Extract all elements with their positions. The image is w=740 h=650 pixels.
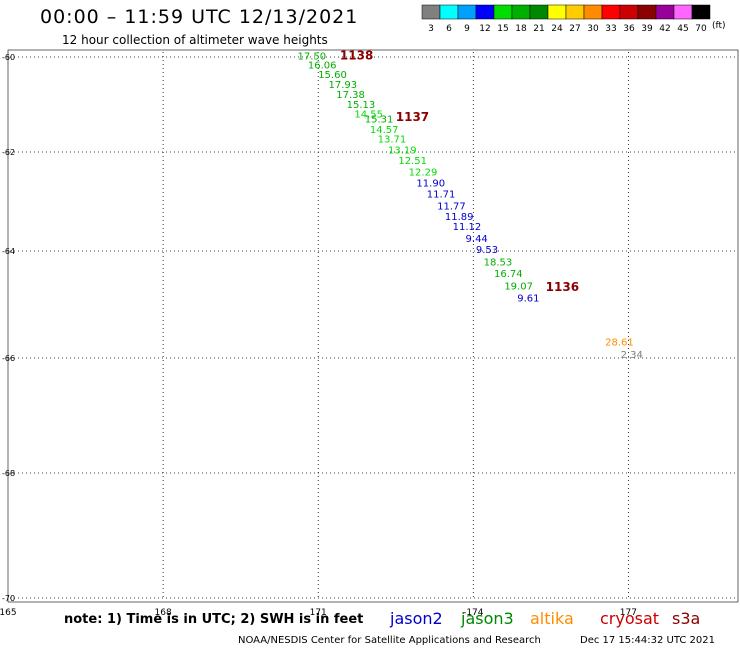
wave-height-label: 11.90 [416, 179, 445, 190]
wave-height-label: 11.71 [427, 190, 456, 201]
wave-height-label: 17.38 [336, 90, 365, 101]
y-tick-label: -70 [2, 594, 15, 603]
x-tick-label: 168 [155, 608, 172, 618]
legend-label: 45 [677, 24, 688, 34]
satellite-altika: altika [530, 609, 574, 628]
wave-height-label: 17.50 [298, 51, 327, 62]
time-label: 1136 [546, 280, 579, 294]
legend-label: 15 [497, 24, 508, 34]
legend-swatch [691, 4, 711, 20]
satellite-s3a: s3a [672, 609, 701, 628]
wave-height-label: 28.61 [605, 338, 634, 349]
y-tick-label: -64 [2, 247, 15, 256]
x-tick-label: 177 [620, 608, 637, 618]
legend-label: 21 [533, 24, 544, 34]
wave-height-label: 15.31 [365, 115, 394, 126]
wave-height-label: 14.57 [370, 125, 399, 136]
wave-height-label: 11.77 [437, 201, 466, 212]
wave-height-label: 9.61 [517, 293, 539, 304]
satellite-cryosat: cryosat [600, 609, 660, 628]
wave-height-label: 15.13 [347, 100, 376, 111]
legend-label: 9 [464, 24, 470, 34]
generation-timestamp: Dec 17 15:44:32 UTC 2021 [580, 635, 715, 646]
legend-label: 42 [659, 24, 670, 34]
plot-frame [7, 49, 739, 603]
wave-height-label: 19.07 [504, 282, 533, 293]
legend-label: 33 [605, 24, 616, 34]
legend-label: 30 [587, 24, 599, 34]
x-tick-label: 171 [310, 608, 327, 618]
legend-label: 36 [623, 24, 635, 34]
color-legend: 3 6 9 12 15 18 21 24 27 30 33 36 39 42 45 70 [421, 4, 711, 34]
wave-height-label: 13.19 [388, 145, 417, 156]
y-tick-label: -62 [2, 148, 15, 157]
wave-height-label: 12.51 [398, 156, 427, 167]
wave-height-label: 16.06 [308, 60, 337, 71]
satellite-jason2: jason2 [390, 609, 443, 628]
credit-line: NOAA/NESDIS Center for Satellite Applica… [238, 635, 541, 646]
legend-label: 39 [641, 24, 653, 34]
legend-label: 6 [446, 24, 452, 34]
legend-label: 18 [515, 24, 527, 34]
wave-height-label: 17.93 [329, 80, 358, 91]
y-tick-label: -66 [2, 354, 15, 363]
wave-height-label: 11.89 [445, 212, 474, 223]
wave-height-label: 11.12 [453, 222, 482, 233]
wave-height-label: 14.55 [354, 109, 383, 120]
y-tick-label: -60 [2, 53, 15, 62]
wave-height-label: 2.34 [621, 350, 643, 361]
legend-label: 70 [695, 24, 707, 34]
wave-height-label: 9.53 [476, 245, 498, 256]
time-label: 1138 [340, 48, 373, 62]
chart-title: 00:00 – 11:59 UTC 12/13/2021 [40, 6, 359, 28]
footnote: note: 1) Time is in UTC; 2) SWH is in fe… [64, 612, 364, 627]
wave-height-label: 16.74 [494, 269, 523, 280]
wave-height-label: 12.29 [409, 167, 438, 178]
x-tick-label: -174 [463, 608, 484, 618]
legend-label: 24 [551, 24, 563, 34]
time-label: 1137 [396, 110, 429, 124]
legend-label: 27 [569, 24, 580, 34]
wave-height-label: 13.71 [378, 135, 407, 146]
x-tick-label: 165 [0, 608, 17, 618]
chart-subtitle: 12 hour collection of altimeter wave hei… [62, 33, 328, 47]
legend-label: 3 [428, 24, 434, 34]
wave-height-label: 9.44 [466, 234, 488, 245]
satellite-jason3: jason3 [461, 609, 514, 628]
wave-height-label: 18.53 [484, 257, 513, 268]
legend-unit: (ft) [712, 21, 726, 31]
y-tick-label: -68 [2, 469, 15, 478]
wave-height-label: 15.60 [318, 70, 347, 81]
legend-label: 12 [479, 24, 490, 34]
